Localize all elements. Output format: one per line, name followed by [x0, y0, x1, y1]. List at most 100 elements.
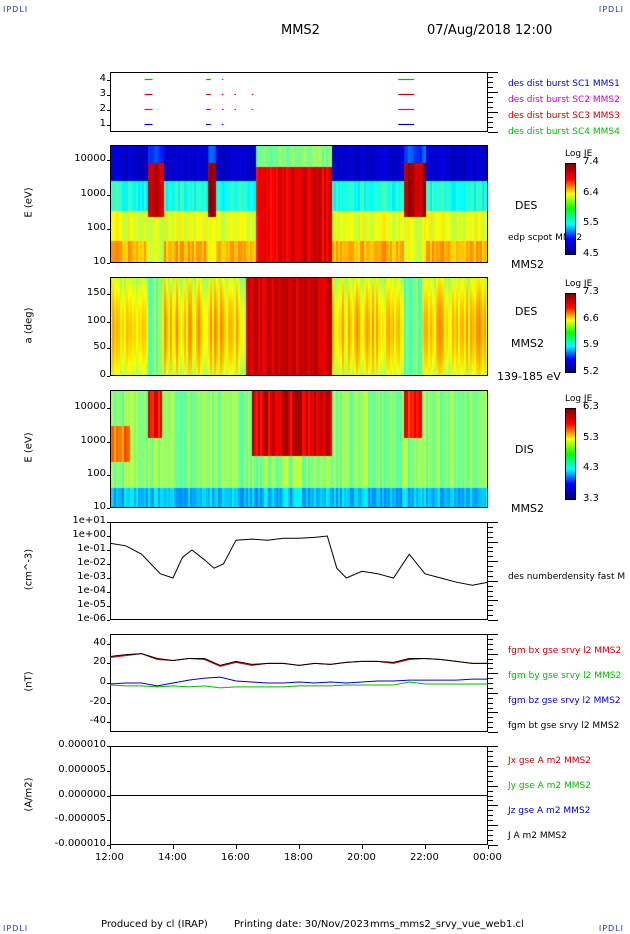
- right-axis-tick: [488, 600, 498, 602]
- burst-ytick: 1: [99, 117, 106, 129]
- right-axis-tick: [488, 830, 493, 832]
- bfield-series-line: [109, 681, 488, 689]
- right-axis-tick: [488, 775, 493, 777]
- des-energy-ylabel: E (eV): [23, 187, 35, 218]
- des-energy-colorbar-tick: 7.4: [583, 156, 599, 167]
- dis-energy-ylabel: E (eV): [23, 432, 35, 463]
- right-axis-tick: [488, 760, 493, 762]
- right-axis-tick: [488, 566, 493, 568]
- des-energy-colorbar: [565, 163, 576, 255]
- burst-legend-entry: des dist burst SC3 MMS3: [508, 111, 620, 121]
- xaxis-tick-mark: [173, 845, 174, 849]
- des-energy-ytick-mark: [107, 228, 110, 230]
- right-axis-tick: [488, 732, 498, 733]
- dis-energy-ytick: 10000: [74, 400, 106, 412]
- density-ytick-mark: [107, 550, 110, 551]
- right-axis-tick: [488, 590, 493, 592]
- current-ytick-mark: [107, 746, 110, 747]
- density-ytick-mark: [107, 578, 110, 579]
- xaxis-tick-label: 22:00: [410, 852, 439, 863]
- right-axis-tick: [488, 678, 493, 680]
- des-pitch-label: DES: [515, 305, 538, 318]
- des-pitch-sc-label: MMS2: [511, 337, 544, 350]
- right-axis-tick: [488, 795, 493, 797]
- right-axis-tick: [488, 102, 493, 103]
- right-axis-tick: [488, 638, 493, 640]
- bfield-legend-entry: fgm bz gse srvy l2 MMS2: [508, 696, 621, 706]
- footer-product: mms_mms2_srvy_vue_web1.cl: [370, 919, 524, 930]
- density-ytick: 1e-02: [77, 557, 106, 568]
- density-ytick-mark: [107, 564, 110, 565]
- right-axis-tick: [488, 92, 498, 93]
- dis-energy-ytick-mark: [107, 508, 110, 509]
- density-ytick-mark: [107, 620, 110, 621]
- right-axis-tick: [488, 750, 493, 752]
- dis-energy-panel: [110, 390, 488, 508]
- des-pitch-colorbar-tick: 5.2: [583, 366, 599, 377]
- right-axis-tick: [488, 770, 493, 772]
- right-axis-tick: [488, 673, 498, 675]
- right-axis-tick: [488, 697, 493, 699]
- des-pitch-ytick: 50: [93, 341, 106, 353]
- dis-energy-ytick: 10: [93, 501, 106, 512]
- current-ytick: -0.000005: [54, 813, 106, 825]
- des-energy-ytick: 100: [86, 221, 106, 233]
- xaxis-tick-mark: [236, 845, 237, 849]
- burst-svg: [144, 78, 414, 126]
- bfield-series-line: [109, 676, 488, 687]
- des-pitch-panel-canvas: [110, 277, 488, 376]
- right-axis-tick: [488, 571, 493, 572]
- dis-energy-colorbar-tick: 6.3: [583, 401, 599, 412]
- density-ytick-mark: [107, 522, 110, 523]
- dis-energy-ytick-mark: [107, 441, 110, 443]
- des-pitch-ytick-mark: [107, 293, 110, 295]
- right-axis-tick: [488, 72, 498, 73]
- right-axis-tick: [488, 610, 493, 612]
- datetime-title: 07/Aug/2018 12:00: [427, 23, 553, 38]
- right-axis-tick: [488, 805, 498, 807]
- right-axis-tick: [488, 615, 493, 617]
- density-ytick: 1e-03: [77, 571, 106, 582]
- right-axis-tick: [488, 541, 498, 543]
- right-axis-tick: [488, 780, 493, 782]
- bfield-legend-entry: fgm bt gse srvy l2 MMS2: [508, 721, 620, 731]
- xaxis-tick-label: 18:00: [284, 852, 313, 863]
- des-pitch-ytick-mark: [107, 376, 110, 377]
- right-axis-tick: [488, 620, 498, 621]
- burst-panel: [110, 72, 488, 132]
- right-axis-tick: [488, 97, 493, 98]
- right-axis-tick: [488, 717, 493, 719]
- des-energy-colorbar-tick: 4.5: [583, 248, 599, 259]
- current-legend-entry: Jy gse A m2 MMS2: [508, 781, 591, 791]
- right-axis-tick: [488, 546, 493, 548]
- right-axis-tick: [488, 845, 498, 846]
- right-axis-tick: [488, 648, 493, 650]
- des-energy-ytick: 10000: [74, 153, 106, 165]
- right-axis-tick: [488, 117, 493, 118]
- density-ytick-mark: [107, 606, 110, 607]
- right-axis-tick: [488, 127, 493, 128]
- density-series-line: [109, 535, 489, 586]
- des-energy-panel: [110, 145, 488, 263]
- density-ytick: 1e-04: [77, 585, 106, 596]
- right-axis-tick: [488, 835, 493, 837]
- current-ylabel: (A/m2): [23, 776, 35, 812]
- burst-ytick: 2: [99, 102, 106, 114]
- des-energy-sc-label: MMS2: [511, 258, 544, 271]
- right-axis-tick: [488, 605, 493, 607]
- dis-energy-colorbar-title: Log JE: [565, 394, 593, 404]
- current-ytick: 0.000000: [58, 788, 106, 800]
- right-axis-tick: [488, 556, 493, 558]
- logo-bottom-left: IPDLI: [3, 924, 29, 933]
- xaxis-tick-label: 14:00: [158, 852, 187, 863]
- right-axis-tick: [488, 522, 498, 523]
- spacecraft-title: MMS2: [281, 23, 320, 38]
- right-axis-tick: [488, 122, 493, 123]
- bfield-panel: [110, 634, 488, 732]
- current-svg: [110, 795, 488, 796]
- current-ytick: 0.000010: [58, 739, 106, 750]
- right-axis-tick: [488, 585, 493, 587]
- right-axis-tick: [488, 634, 498, 635]
- des-pitch-colorbar-tick: 7.3: [583, 286, 599, 297]
- burst-ytick: 4: [99, 72, 106, 84]
